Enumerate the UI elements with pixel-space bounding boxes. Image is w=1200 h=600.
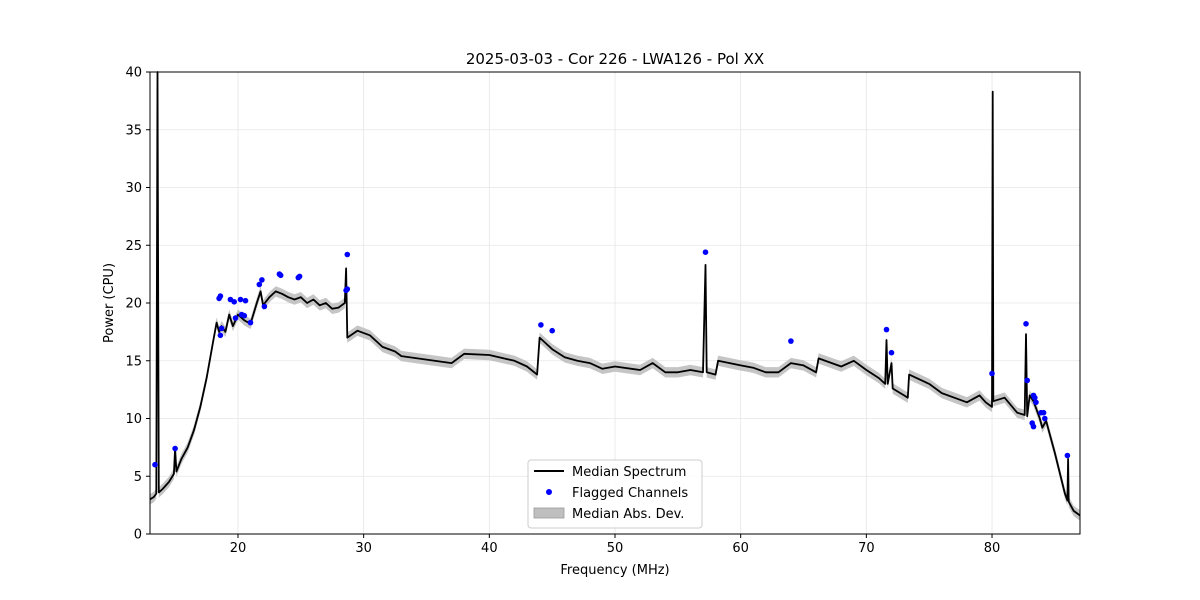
- flagged-point: [1024, 377, 1030, 384]
- flagged-point: [237, 296, 244, 303]
- flagged-point: [218, 325, 225, 332]
- x-tick-label: 60: [732, 541, 749, 556]
- flagged-point: [241, 312, 248, 319]
- flagged-point: [1033, 399, 1039, 406]
- y-tick-label: 10: [125, 412, 142, 427]
- flagged-point: [231, 299, 237, 305]
- x-axis-label: Frequency (MHz): [560, 563, 669, 578]
- legend-flagged-label: Flagged Channels: [572, 486, 688, 501]
- y-axis-label: Power (CPU): [102, 263, 117, 343]
- chart-title: 2025-03-03 - Cor 226 - LWA126 - Pol XX: [466, 50, 764, 68]
- median-spectrum-line: [149, 71, 1081, 517]
- flagged-point: [883, 326, 890, 333]
- flagged-point: [277, 272, 284, 279]
- y-tick-label: 40: [125, 66, 142, 81]
- y-axis: 0 5 10 15 20 25 30 35 40: [125, 66, 150, 543]
- x-tick-label: 70: [858, 541, 875, 556]
- y-tick-label: 30: [125, 181, 142, 196]
- flagged-point: [1042, 415, 1048, 422]
- x-tick-label: 80: [984, 541, 1001, 556]
- flagged-point: [989, 370, 995, 377]
- legend-mad-swatch: [533, 507, 565, 519]
- x-axis: 20 30 40 50 60 70 80: [230, 534, 1001, 556]
- flagged-point: [888, 349, 895, 356]
- flagged-point: [217, 293, 224, 299]
- flagged-point: [261, 303, 268, 310]
- y-tick-label: 35: [125, 123, 142, 138]
- flagged-channels: [152, 249, 1071, 468]
- flagged-point: [247, 319, 254, 326]
- legend-frame: [527, 459, 703, 529]
- flagged-point: [549, 327, 555, 334]
- legend: Median Spectrum Flagged Channels Median …: [527, 459, 703, 529]
- flagged-point: [1040, 409, 1047, 416]
- x-tick-label: 40: [481, 541, 498, 556]
- legend-flagged-swatch: [546, 489, 552, 495]
- flagged-point: [1030, 423, 1037, 430]
- flagged-point: [538, 322, 544, 328]
- legend-mad-label: Median Abs. Dev.: [572, 507, 684, 522]
- y-tick-label: 25: [125, 239, 142, 254]
- flagged-point: [152, 461, 158, 468]
- flagged-point: [702, 249, 709, 255]
- flagged-point: [344, 286, 351, 292]
- flagged-point: [1064, 452, 1071, 459]
- flagged-point: [296, 273, 303, 280]
- flagged-point: [1023, 321, 1029, 327]
- y-tick-label: 0: [134, 528, 142, 543]
- y-tick-label: 20: [125, 297, 142, 312]
- y-tick-label: 5: [134, 470, 142, 485]
- legend-median-label: Median Spectrum: [572, 465, 686, 480]
- flagged-point: [172, 445, 178, 452]
- flagged-point: [217, 332, 224, 339]
- flagged-point: [259, 277, 265, 283]
- x-tick-label: 20: [230, 541, 247, 556]
- flagged-point: [1032, 394, 1038, 401]
- flagged-point: [344, 251, 351, 258]
- x-tick-label: 30: [355, 541, 372, 556]
- flagged-point: [242, 297, 249, 304]
- median-spectrum-path: [149, 71, 1081, 517]
- y-tick-label: 15: [125, 354, 142, 369]
- flagged-point: [256, 281, 263, 288]
- flagged-point: [788, 338, 794, 344]
- x-tick-label: 50: [607, 541, 624, 556]
- flagged-point: [232, 315, 239, 321]
